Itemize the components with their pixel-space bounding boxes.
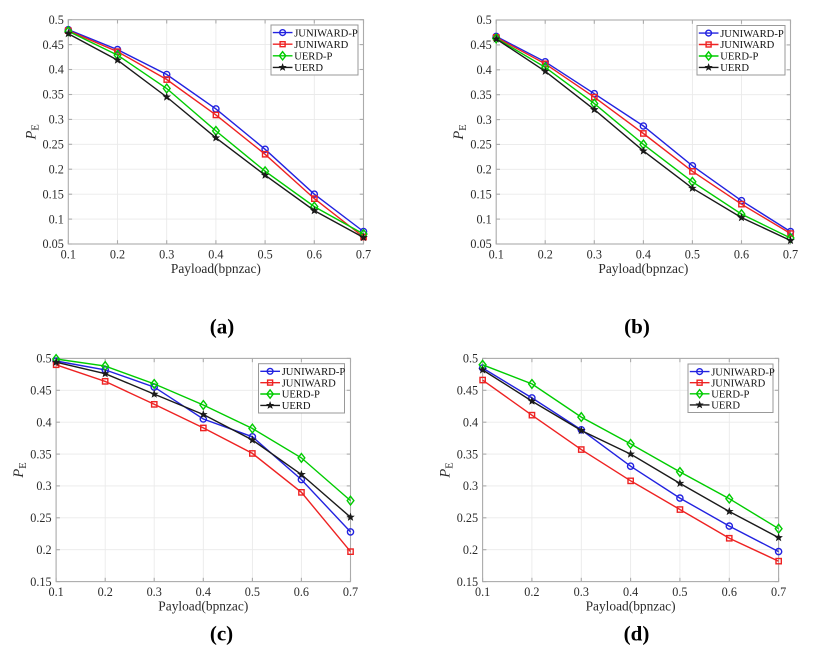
svg-text:0.2: 0.2 — [36, 543, 51, 557]
svg-text:0.1: 0.1 — [476, 212, 491, 226]
svg-text:0.5: 0.5 — [36, 352, 51, 366]
svg-text:0.1: 0.1 — [489, 248, 504, 262]
svg-text:(b): (b) — [624, 315, 650, 339]
svg-text:0.3: 0.3 — [574, 585, 589, 599]
svg-text:0.2: 0.2 — [98, 585, 113, 599]
svg-text:0.4: 0.4 — [463, 415, 478, 429]
svg-text:JUNIWARD: JUNIWARD — [294, 40, 348, 51]
svg-text:PE: PE — [11, 462, 29, 478]
svg-text:UERD-P: UERD-P — [294, 52, 332, 63]
svg-text:UERD: UERD — [720, 63, 749, 74]
svg-text:PE: PE — [23, 124, 41, 140]
svg-text:0.35: 0.35 — [470, 88, 491, 102]
svg-text:UERD: UERD — [282, 401, 311, 412]
svg-text:JUNIWARD-P: JUNIWARD-P — [711, 367, 775, 378]
svg-text:0.2: 0.2 — [49, 162, 64, 176]
svg-text:0.05: 0.05 — [42, 237, 63, 251]
svg-text:JUNIWARD: JUNIWARD — [720, 40, 774, 51]
svg-text:0.7: 0.7 — [356, 248, 371, 262]
svg-text:0.2: 0.2 — [524, 585, 539, 599]
svg-text:0.4: 0.4 — [208, 248, 223, 262]
svg-text:JUNIWARD-P: JUNIWARD-P — [282, 367, 346, 378]
svg-text:Payload(bpnzac): Payload(bpnzac) — [598, 261, 688, 276]
svg-text:0.15: 0.15 — [457, 575, 478, 589]
svg-text:0.35: 0.35 — [457, 447, 478, 461]
svg-text:0.3: 0.3 — [476, 113, 491, 127]
svg-text:0.3: 0.3 — [49, 113, 64, 127]
svg-text:0.4: 0.4 — [476, 63, 491, 77]
svg-text:0.35: 0.35 — [30, 447, 51, 461]
svg-text:0.05: 0.05 — [470, 237, 491, 251]
svg-text:0.15: 0.15 — [470, 187, 491, 201]
svg-text:Payload(bpnzac): Payload(bpnzac) — [171, 261, 261, 276]
svg-text:0.2: 0.2 — [538, 248, 553, 262]
svg-text:0.3: 0.3 — [587, 248, 602, 262]
svg-text:0.6: 0.6 — [307, 248, 322, 262]
svg-text:JUNIWARD: JUNIWARD — [282, 378, 336, 389]
svg-text:0.3: 0.3 — [36, 479, 51, 493]
svg-text:0.6: 0.6 — [294, 585, 309, 599]
svg-text:0.15: 0.15 — [30, 575, 51, 589]
svg-text:0.5: 0.5 — [476, 13, 491, 27]
svg-text:PE: PE — [451, 124, 469, 140]
svg-text:0.2: 0.2 — [110, 248, 125, 262]
svg-text:(a): (a) — [210, 315, 235, 339]
svg-text:0.1: 0.1 — [49, 212, 64, 226]
svg-text:0.45: 0.45 — [457, 384, 478, 398]
svg-text:Payload(bpnzac): Payload(bpnzac) — [586, 598, 676, 613]
svg-text:(c): (c) — [210, 622, 233, 646]
svg-text:0.4: 0.4 — [623, 585, 638, 599]
svg-text:0.45: 0.45 — [42, 38, 63, 52]
svg-text:0.7: 0.7 — [783, 248, 798, 262]
svg-text:0.45: 0.45 — [30, 384, 51, 398]
svg-text:0.6: 0.6 — [734, 248, 749, 262]
svg-text:(d): (d) — [624, 622, 650, 646]
svg-text:0.5: 0.5 — [257, 248, 272, 262]
svg-text:0.35: 0.35 — [42, 88, 63, 102]
svg-text:0.5: 0.5 — [685, 248, 700, 262]
svg-text:UERD: UERD — [294, 63, 323, 74]
svg-text:0.4: 0.4 — [196, 585, 211, 599]
svg-text:0.4: 0.4 — [36, 415, 51, 429]
svg-text:0.3: 0.3 — [147, 585, 162, 599]
svg-text:JUNIWARD-P: JUNIWARD-P — [720, 29, 784, 40]
svg-text:0.1: 0.1 — [475, 585, 490, 599]
svg-text:0.2: 0.2 — [463, 543, 478, 557]
svg-text:UERD: UERD — [711, 401, 740, 412]
svg-text:0.5: 0.5 — [245, 585, 260, 599]
svg-text:0.4: 0.4 — [636, 248, 651, 262]
svg-text:0.2: 0.2 — [476, 163, 491, 177]
svg-text:0.1: 0.1 — [48, 585, 63, 599]
svg-text:0.7: 0.7 — [343, 585, 358, 599]
svg-text:0.3: 0.3 — [463, 479, 478, 493]
svg-text:0.3: 0.3 — [159, 248, 174, 262]
svg-text:0.15: 0.15 — [42, 187, 63, 201]
svg-text:0.25: 0.25 — [30, 511, 51, 525]
svg-text:UERD-P: UERD-P — [282, 390, 320, 401]
svg-text:0.25: 0.25 — [42, 138, 63, 152]
svg-text:0.5: 0.5 — [49, 13, 64, 27]
svg-text:UERD-P: UERD-P — [711, 390, 749, 401]
svg-text:Payload(bpnzac): Payload(bpnzac) — [158, 598, 248, 613]
svg-text:0.5: 0.5 — [672, 585, 687, 599]
svg-text:0.45: 0.45 — [470, 38, 491, 52]
svg-text:0.25: 0.25 — [457, 511, 478, 525]
svg-text:0.25: 0.25 — [470, 138, 491, 152]
svg-text:0.7: 0.7 — [771, 585, 786, 599]
svg-text:0.6: 0.6 — [722, 585, 737, 599]
svg-text:JUNIWARD: JUNIWARD — [711, 378, 765, 389]
svg-text:JUNIWARD-P: JUNIWARD-P — [294, 28, 358, 39]
svg-text:0.4: 0.4 — [49, 63, 64, 77]
svg-text:PE: PE — [438, 462, 456, 478]
svg-text:UERD-P: UERD-P — [720, 52, 758, 63]
svg-text:0.1: 0.1 — [61, 248, 76, 262]
svg-text:0.5: 0.5 — [463, 352, 478, 366]
